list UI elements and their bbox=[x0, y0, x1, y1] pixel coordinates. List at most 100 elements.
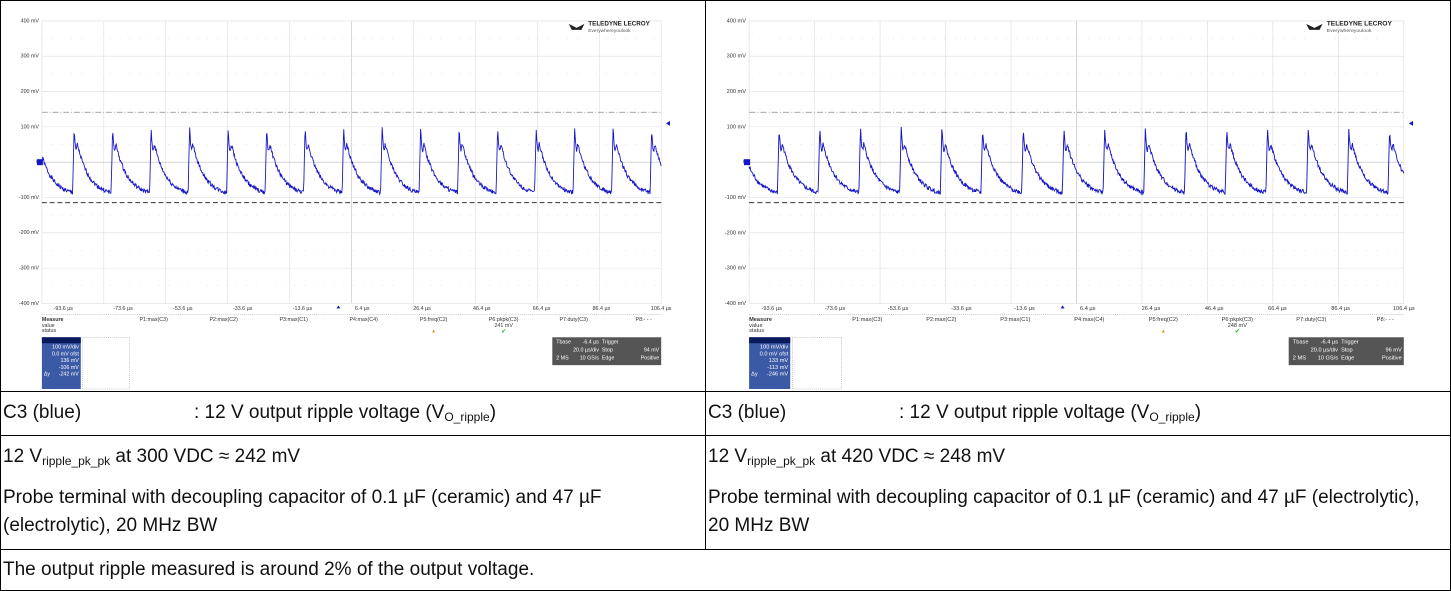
caption-cell: C3 (blue) : 12 V output ripple voltage (… bbox=[0, 391, 706, 436]
y-label: 400 mV bbox=[21, 18, 40, 24]
y-label: 200 mV bbox=[727, 89, 747, 95]
channel-info: -246 mV bbox=[767, 372, 789, 378]
x-label: 86.4 µs bbox=[593, 306, 611, 312]
channel-info: 0.0 mV ofst bbox=[52, 351, 79, 357]
timebase-info: Positive bbox=[1382, 356, 1402, 362]
channel-desc: : 12 V output ripple voltage (VO_ripple) bbox=[899, 402, 1201, 424]
y-label: 200 mV bbox=[21, 89, 40, 95]
x-label: -53.6 µs bbox=[173, 306, 193, 312]
param: P8:- - - bbox=[1377, 317, 1394, 323]
channel-info: 100 mV/div bbox=[52, 345, 79, 351]
y-label: 300 mV bbox=[21, 54, 40, 60]
timebase-info: Tbase bbox=[556, 340, 571, 346]
channel-info: 0.0 mV ofst bbox=[760, 352, 789, 358]
timebase-info: Stop bbox=[602, 348, 613, 354]
timebase-info: -6.4 µs bbox=[583, 340, 600, 346]
desc-sub: O_ripple bbox=[1149, 410, 1194, 424]
channel-label: C3 (blue) bbox=[3, 402, 81, 424]
desc-end: ) bbox=[490, 402, 496, 423]
caption-cell: C3 (blue) : 12 V output ripple voltage (… bbox=[705, 391, 1451, 436]
result-post: at 300 VDC ≈ 242 mV bbox=[110, 446, 300, 467]
x-label: 46.4 µs bbox=[1205, 306, 1224, 312]
page: { "scopes": [ { "brand": "TELEDYNE LECRO… bbox=[0, 0, 1451, 591]
desc: : 12 V output ripple voltage (V bbox=[899, 402, 1149, 423]
desc-end: ) bbox=[1195, 402, 1201, 423]
param: P1:max(C3) bbox=[139, 317, 168, 323]
result-pre: 12 V bbox=[3, 446, 42, 467]
param: P8:- - - bbox=[636, 317, 652, 323]
x-label: -73.6 µs bbox=[825, 306, 846, 312]
logo-brand: TELEDYNE LECROY bbox=[588, 21, 650, 28]
note: Probe terminal with decoupling capacitor… bbox=[3, 484, 693, 540]
param: P3:max(C1) bbox=[279, 317, 308, 323]
scope-screenshot: 400 mV300 mV200 mV100 mV0-100 mV-200 mV-… bbox=[708, 3, 1448, 391]
x-label: 6.4 µs bbox=[1080, 306, 1096, 312]
measure-row: status bbox=[42, 328, 57, 334]
result: 12 Vripple_pk_pk at 300 VDC ≈ 242 mV bbox=[3, 446, 300, 468]
ok-icon: ✔ bbox=[1235, 329, 1240, 335]
timebase-info: Trigger bbox=[1341, 340, 1359, 346]
timebase-info: 94 mV bbox=[644, 348, 660, 354]
param-value: 248 mV bbox=[1228, 323, 1248, 329]
x-label: -33.6 µs bbox=[951, 306, 972, 312]
timebase-info: 20.0 µs/div bbox=[1311, 348, 1339, 354]
x-label: 6.4 µs bbox=[355, 306, 370, 312]
param: P4:max(C4) bbox=[349, 317, 378, 323]
param: P4:max(C4) bbox=[1074, 317, 1104, 323]
x-label: 46.4 µs bbox=[473, 306, 491, 312]
param: P5:freq(C2) bbox=[1149, 317, 1178, 323]
y-label: -400 mV bbox=[19, 301, 40, 307]
timebase-info: Stop bbox=[1341, 348, 1353, 354]
timebase-info: 2 MS bbox=[1293, 356, 1306, 362]
y-label: -400 mV bbox=[725, 301, 747, 307]
y-label: 100 mV bbox=[727, 124, 747, 130]
channel-box-header bbox=[42, 337, 81, 343]
x-label: -13.6 µs bbox=[293, 306, 313, 312]
x-label: 66.4 µs bbox=[1268, 306, 1287, 312]
x-label: 66.4 µs bbox=[533, 306, 551, 312]
y-label: 300 mV bbox=[727, 54, 747, 60]
x-label: -53.6 µs bbox=[888, 306, 909, 312]
measure-row: status bbox=[749, 328, 764, 334]
delta-label: Δy bbox=[751, 372, 758, 378]
result-pre: 12 V bbox=[708, 446, 747, 467]
result-sub: ripple_pk_pk bbox=[747, 454, 815, 468]
delta-label: Δy bbox=[44, 372, 51, 378]
y-label: -300 mV bbox=[725, 266, 747, 272]
x-label: 86.4 µs bbox=[1331, 306, 1350, 312]
param: P7:duty(C3) bbox=[1296, 317, 1326, 323]
result-sub: ripple_pk_pk bbox=[42, 454, 110, 468]
channel-label: C3 (blue) bbox=[708, 402, 786, 424]
channel-info: 136 mV bbox=[60, 358, 79, 364]
timebase-info: 10 GS/s bbox=[1318, 356, 1339, 362]
timebase-info: -6.4 µs bbox=[1321, 340, 1339, 346]
result-cell: 12 Vripple_pk_pk at 420 VDC ≈ 248 mV Pro… bbox=[705, 435, 1451, 550]
x-label: -93.6 µs bbox=[761, 306, 782, 312]
y-label: -300 mV bbox=[19, 266, 40, 272]
y-label: -200 mV bbox=[19, 230, 40, 236]
background bbox=[708, 3, 1448, 391]
conclusion-cell: The output ripple measured is around 2% … bbox=[0, 549, 1451, 591]
x-label: -33.6 µs bbox=[233, 306, 253, 312]
x-label: 106.4 µs bbox=[1393, 306, 1415, 312]
timebase-info: Tbase bbox=[1293, 340, 1309, 346]
channel-marker bbox=[37, 159, 43, 165]
channel-info: -113 mV bbox=[767, 365, 788, 371]
channel-box-header bbox=[749, 337, 790, 343]
y-label: -100 mV bbox=[725, 195, 747, 201]
note: Probe terminal with decoupling capacitor… bbox=[708, 484, 1443, 540]
timebase-info: Trigger bbox=[602, 340, 619, 346]
y-label: 400 mV bbox=[727, 18, 747, 24]
desc: : 12 V output ripple voltage (V bbox=[194, 402, 444, 423]
x-label: -73.6 µs bbox=[113, 306, 133, 312]
y-label: -100 mV bbox=[19, 195, 40, 201]
y-label: 100 mV bbox=[21, 124, 40, 130]
warn-icon: ▲ bbox=[1161, 329, 1166, 335]
logo-brand: TELEDYNE LECROY bbox=[1327, 21, 1393, 28]
channel-info: 100 mV/div bbox=[760, 345, 788, 351]
conclusion: The output ripple measured is around 2% … bbox=[3, 559, 534, 581]
x-label: -93.6 µs bbox=[54, 306, 74, 312]
